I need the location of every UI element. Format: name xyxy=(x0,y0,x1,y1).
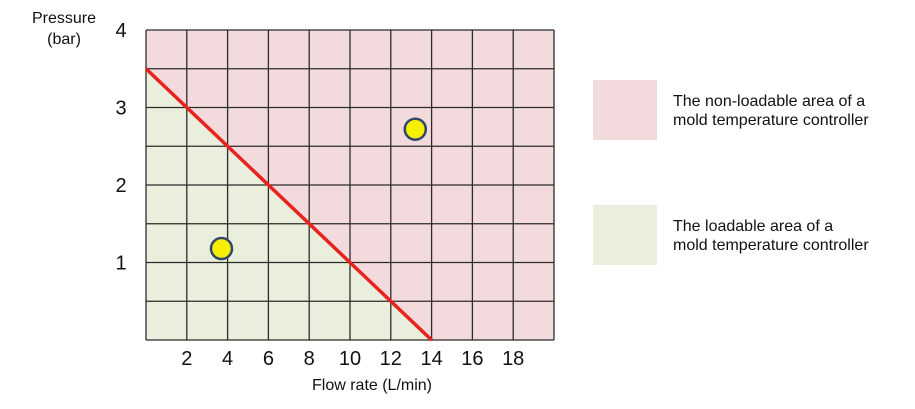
y-axis-label-line: Pressure xyxy=(32,10,96,27)
x-tick-label: 14 xyxy=(420,348,442,370)
data-point-non-loadable xyxy=(403,117,428,141)
x-tick-label: 8 xyxy=(304,348,315,370)
y-tick-label: 1 xyxy=(115,253,126,275)
legend-label-line: mold temperature controller xyxy=(673,237,869,254)
y-tick-label: 2 xyxy=(115,175,126,197)
legend-swatch-non-loadable xyxy=(593,80,657,140)
legend-item-loadable: The loadable area of a mold temperature c… xyxy=(593,205,869,265)
y-tick-label: 4 xyxy=(115,20,126,42)
plot-area xyxy=(144,29,555,342)
legend-label-line: mold temperature controller xyxy=(673,112,869,129)
x-tick-label: 4 xyxy=(222,348,233,370)
x-tick-label: 18 xyxy=(502,348,524,370)
data-point-loadable xyxy=(209,236,234,261)
x-tick-label: 6 xyxy=(263,348,274,370)
legend-label-line: The loadable area of a xyxy=(673,218,833,235)
legend-label-line: The non-loadable area of a xyxy=(673,93,865,110)
x-tick-label: 12 xyxy=(380,348,402,370)
x-tick-label: 10 xyxy=(339,348,361,370)
y-tick-label: 3 xyxy=(115,98,126,120)
legend-swatch-loadable xyxy=(593,205,657,265)
x-axis-label: Flow rate (L/min) xyxy=(312,377,432,394)
x-tick-label: 2 xyxy=(181,348,192,370)
legend-item-non-loadable: The non-loadable area of a mold temperatu… xyxy=(593,80,869,140)
x-tick-label: 16 xyxy=(461,348,483,370)
limit-line xyxy=(144,67,433,342)
y-axis-label-line: (bar) xyxy=(47,31,81,48)
legend: The non-loadable area of a mold temperatu… xyxy=(593,80,869,265)
